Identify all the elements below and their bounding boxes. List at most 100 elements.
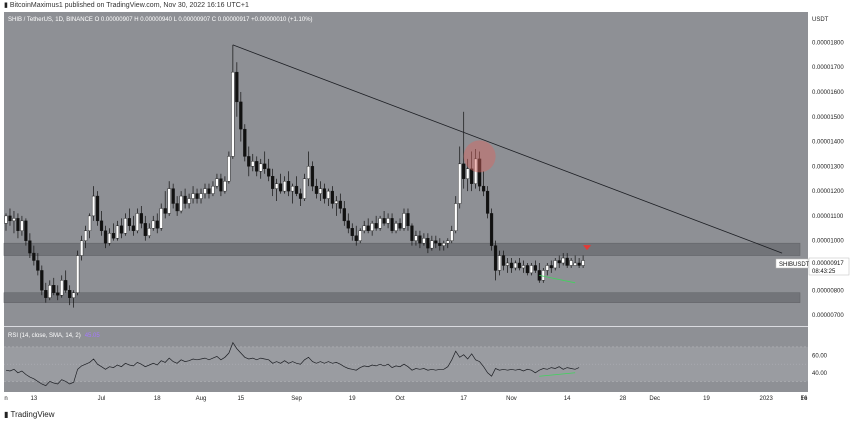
candle-body [83,230,88,241]
descending-trendline [232,44,783,254]
candle-body [577,262,581,266]
candle-body [135,213,139,231]
candle-body [581,260,585,266]
candle-body [123,218,127,234]
price-support-line [539,274,576,284]
candle-body [115,225,120,239]
candle-body [509,262,514,269]
candle-body [159,208,163,229]
price-tick-label: 0.00001400 [812,140,844,146]
candle-body [191,193,195,199]
candle-body [219,178,223,192]
candle-body [283,180,287,192]
candle-body [12,218,16,222]
candle-body [223,180,227,192]
candle-body [342,208,346,222]
candle-body [91,195,96,217]
candle-body [334,200,338,204]
candle-body [255,161,259,172]
price-tick-label: 0.00001500 [812,115,844,121]
rsi-legend-label: RSI (14, close, SMA, 14, 2) [8,333,81,339]
time-tick-label: Oct [395,396,405,402]
candle-body [489,213,494,246]
candle-body [294,185,299,194]
candle-body [16,218,20,231]
candle-body [111,233,116,239]
candle-body [394,223,398,231]
time-tick-label: Jul [98,396,106,402]
candle-body [99,220,104,231]
candle-body [147,228,151,236]
candle-body [64,280,68,291]
zone-rect [3,292,801,303]
candle-body [95,195,100,222]
price-tick-label: 0.00001700 [812,65,844,71]
time-tick-label: 14 [564,396,571,402]
time-tick-label: 16 [801,396,808,402]
candle-body [501,255,506,266]
candle-body [302,178,307,199]
candle-body [446,240,450,244]
candle-body [330,190,334,204]
candle-body [434,240,438,244]
candle-body [175,203,179,212]
price-tick-label: 0.00001600 [812,90,844,96]
time-axis-ticks: n 13 Jul 18 Aug 15 Sep 19 Oct 17 Nov 14 28 Dec 19 2023 1… [4,396,808,402]
candle-body [195,193,199,199]
candle-body [247,156,251,167]
time-tick-label: 15 [237,396,244,402]
candle-body [44,290,48,298]
time-tick-label: Dec [649,396,660,402]
candle-body [179,195,183,212]
candle-body [398,223,402,229]
candle-body [263,163,267,170]
candle-body [462,163,466,179]
candle-body [322,188,326,199]
candle-body [251,161,255,167]
candle-body [565,257,569,266]
publisher-text: BitcoinMaximus1 published on TradingView… [9,2,249,9]
candle-body [40,270,44,291]
candle-body [107,233,112,244]
time-tick-label: Fe [800,396,808,402]
candle-body [573,262,577,266]
price-tag-countdown: 08:43:25 [812,269,836,275]
time-tick-label: 28 [620,396,627,402]
time-tick-label: 19 [349,396,356,402]
candle-body [314,185,319,194]
candle-body [20,220,24,231]
candle-body [139,213,143,224]
candle-body [60,280,64,296]
rsi-legend-value: 45.05 [85,333,101,339]
last-price-tag: SHIBUSDT 0.00000917 08:43:25 [775,257,850,276]
candle-body [478,158,482,187]
candles [4,44,585,308]
rejection-highlight-circle [463,140,496,173]
candle-body [414,235,418,241]
candle-body [68,290,72,298]
candle-body [279,183,283,192]
candle-body [366,225,370,231]
candle-body [438,242,442,246]
candle-body [143,223,147,236]
rsi-axis-ticks: 60.00 40.00 [812,354,828,377]
candle-body [474,158,478,184]
candle-body [290,185,295,192]
footer-brand: TradingView [10,410,55,419]
candle-body [350,228,354,236]
candle-body [561,257,565,264]
candle-body [390,218,394,231]
candle-body [525,265,529,274]
price-tick-label: 0.00001300 [812,164,844,170]
price-tick-label: 0.00000700 [812,313,844,319]
candle-body [227,156,231,182]
time-tick-label: Aug [196,396,207,402]
price-tick-label: 0.00001800 [812,40,844,46]
rsi-tick-label: 40.00 [812,371,828,377]
candle-body [215,178,219,187]
candle-body [338,200,342,209]
candle-body [199,193,203,199]
price-axis-ticks: 0.00001800 0.00001700 0.00001600 0.00001500… [812,40,844,319]
candle-body [410,225,414,241]
